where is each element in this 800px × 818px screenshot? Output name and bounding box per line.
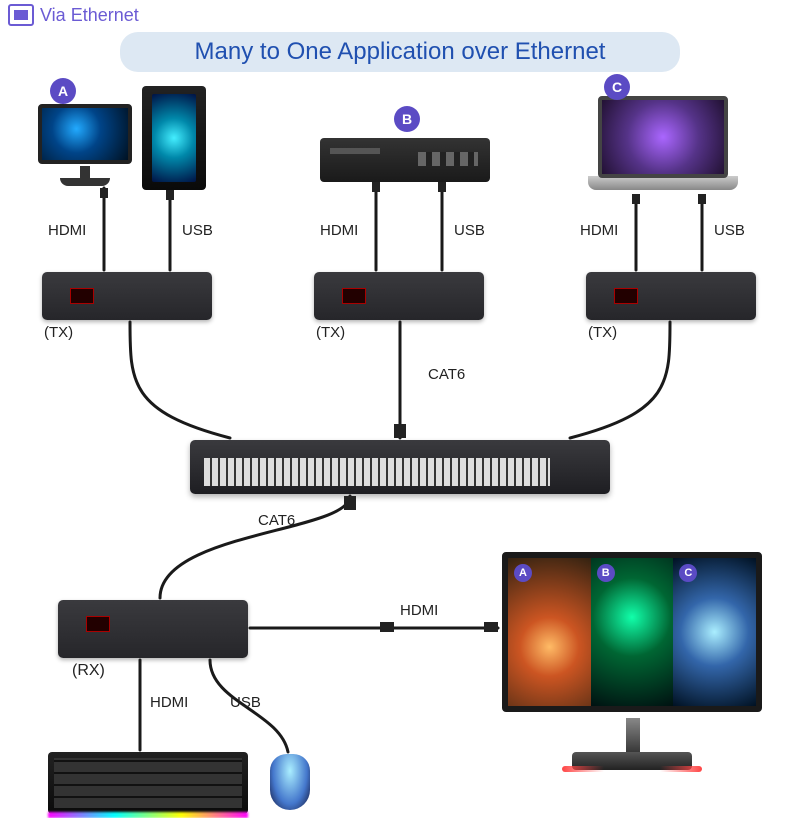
source-a-base [60, 178, 110, 186]
header-label: Via Ethernet [40, 5, 139, 26]
label-usb-mouse: USB [230, 694, 261, 711]
tx-box-3: 8.8 [586, 272, 756, 320]
source-a-monitor [38, 104, 132, 164]
badge-a: A [50, 78, 76, 104]
label-hdmi-b: HDMI [320, 222, 358, 239]
label-hdmi-out: HDMI [400, 602, 438, 619]
label-cat6-top: CAT6 [428, 366, 465, 383]
label-hdmi-a: HDMI [48, 222, 86, 239]
tx-box-1: 8.8 [42, 272, 212, 320]
source-b-dvd [320, 138, 490, 182]
label-usb-c: USB [714, 222, 745, 239]
title-text: Many to One Application over Ethernet [195, 38, 606, 65]
source-a-pc [142, 86, 206, 190]
screen-badge-c: C [679, 564, 697, 582]
screen-badge-b: B [597, 564, 615, 582]
label-rx: (RX) [72, 662, 105, 680]
ethernet-switch [190, 440, 610, 494]
label-cat6-bottom: CAT6 [258, 512, 295, 529]
label-tx-3: (TX) [588, 324, 617, 341]
badge-b: B [394, 106, 420, 132]
label-usb-a: USB [182, 222, 213, 239]
rx-box: 8.8 [58, 600, 248, 658]
label-hdmi-c: HDMI [580, 222, 618, 239]
output-monitor: A B C [502, 552, 762, 712]
tx-box-2: 8.8 [314, 272, 484, 320]
label-tx-2: (TX) [316, 324, 345, 341]
keyboard [48, 752, 248, 814]
diagram-canvas: A B C 8.8 8.8 8.8 8.8 A B C [0, 72, 800, 812]
header: Via Ethernet [0, 0, 800, 30]
source-c-laptop [598, 96, 728, 190]
output-monitor-stand [626, 718, 640, 754]
output-monitor-base [572, 752, 692, 770]
label-hdmi-kb: HDMI [150, 694, 188, 711]
screen-badge-a: A [514, 564, 532, 582]
title-bar: Many to One Application over Ethernet [120, 32, 680, 72]
mouse [270, 754, 310, 810]
ethernet-icon [8, 4, 34, 26]
label-usb-b: USB [454, 222, 485, 239]
badge-c: C [604, 74, 630, 100]
label-tx-1: (TX) [44, 324, 73, 341]
